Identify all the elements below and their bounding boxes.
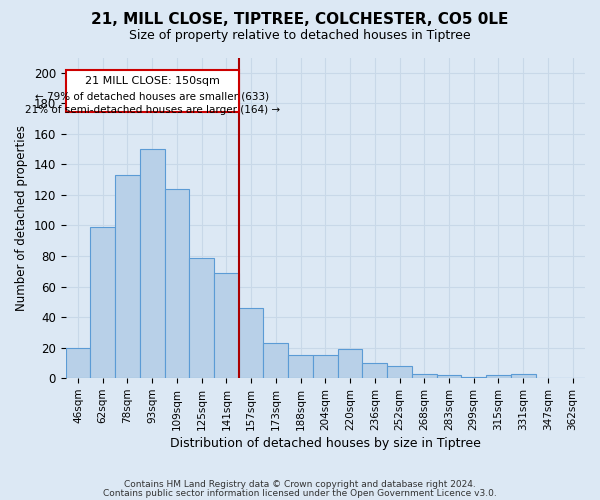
Bar (313, 356, 338, 378)
Bar (486, 375, 511, 378)
Text: Contains public sector information licensed under the Open Government Licence v3: Contains public sector information licen… (103, 489, 497, 498)
Bar (65, 70, 239, 112)
Text: 21, MILL CLOSE, TIPTREE, COLCHESTER, CO5 0LE: 21, MILL CLOSE, TIPTREE, COLCHESTER, CO5… (91, 12, 509, 28)
X-axis label: Distribution of detached houses by size in Tiptree: Distribution of detached houses by size … (170, 437, 481, 450)
Bar (214, 273, 239, 378)
Bar (263, 343, 288, 378)
Text: 21% of semi-detached houses are larger (164) →: 21% of semi-detached houses are larger (… (25, 105, 280, 115)
Bar (437, 375, 461, 378)
Bar (387, 366, 412, 378)
Bar (140, 149, 164, 378)
Y-axis label: Number of detached properties: Number of detached properties (15, 125, 28, 311)
Bar (164, 189, 190, 378)
Text: 21 MILL CLOSE: 150sqm: 21 MILL CLOSE: 150sqm (85, 76, 220, 86)
Text: Size of property relative to detached houses in Tiptree: Size of property relative to detached ho… (129, 29, 471, 42)
Bar (461, 376, 486, 378)
Bar (338, 349, 362, 378)
Text: ← 79% of detached houses are smaller (633): ← 79% of detached houses are smaller (63… (35, 91, 269, 101)
Bar (412, 374, 437, 378)
Bar (115, 175, 140, 378)
Bar (239, 308, 263, 378)
Bar (288, 356, 313, 378)
Bar (190, 258, 214, 378)
Text: Contains HM Land Registry data © Crown copyright and database right 2024.: Contains HM Land Registry data © Crown c… (124, 480, 476, 489)
Bar (91, 227, 115, 378)
Bar (362, 363, 387, 378)
Bar (511, 374, 536, 378)
Bar (65, 348, 91, 378)
